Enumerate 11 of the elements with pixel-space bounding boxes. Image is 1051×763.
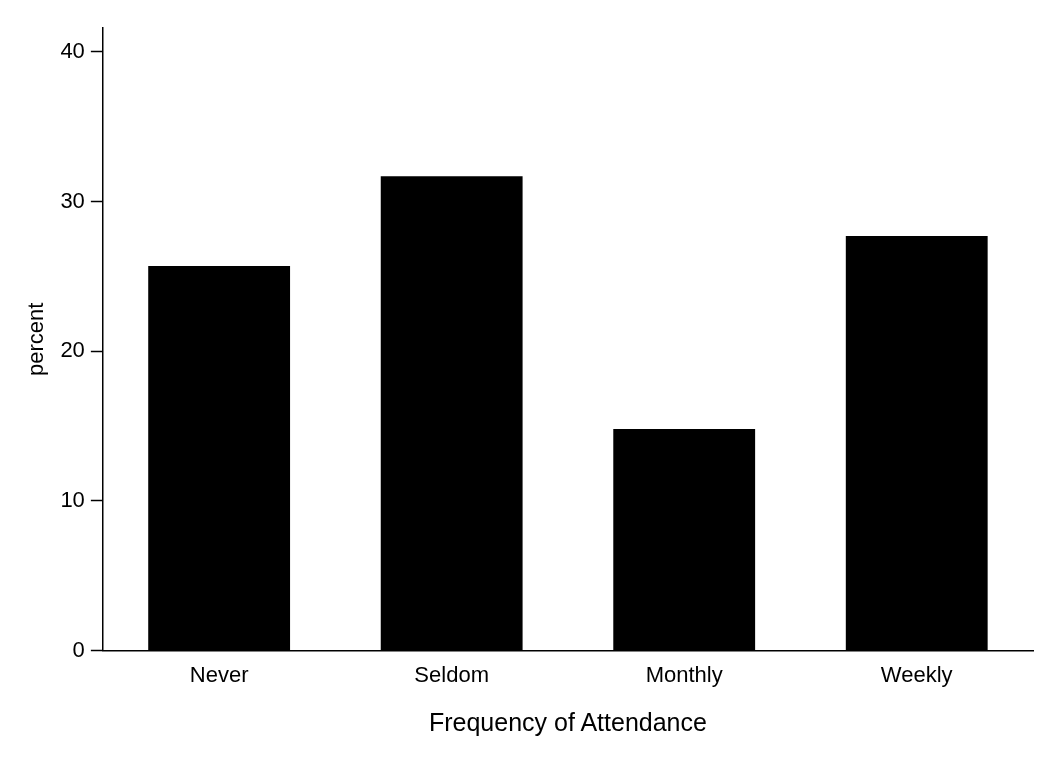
y-tick-label: 20 <box>60 337 85 363</box>
x-axis-title: Frequency of Attendance <box>428 707 707 736</box>
y-tick-label: 30 <box>60 187 85 213</box>
x-tick-label: Weekly <box>880 661 953 687</box>
x-tick-label: Monthly <box>645 661 723 687</box>
y-tick-label: 40 <box>60 38 85 64</box>
y-tick-label: 10 <box>60 487 85 512</box>
y-axis-title: percent <box>23 302 49 376</box>
x-tick-label: Never <box>189 661 249 687</box>
y-tick-label: 0 <box>72 636 85 662</box>
x-tick-label: Seldom <box>414 661 489 687</box>
